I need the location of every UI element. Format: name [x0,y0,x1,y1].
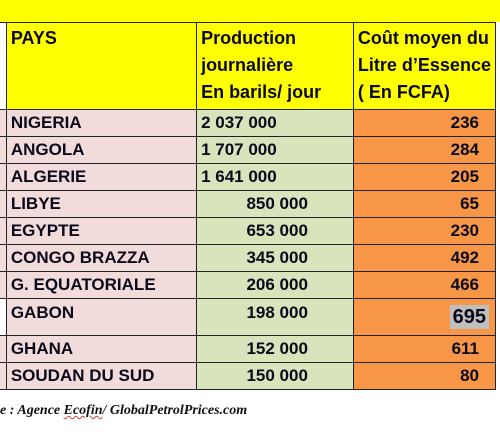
header-cout: Coût moyen du Litre d’Essence ( En FCFA) [352,22,497,110]
cell-pays: LIBYE [5,190,198,218]
cell-cout: 205 [352,163,497,191]
cell-cout: 236 [352,109,497,137]
cell-production: 206 000 [196,271,354,299]
cell-pays: G. EQUATORIALE [5,271,198,299]
header-top-band [0,0,500,22]
cell-production: 653 000 [196,217,354,245]
cell-pays: GABON [5,298,198,336]
source-suffix: / GlobalPetrolPrices.com [102,403,248,418]
header-production-line-3: En barils/ jour [201,82,322,102]
table-row: LIBYE 850 000 65 [0,190,497,218]
cell-cout: 466 [352,271,497,299]
cell-pays: ALGERIE [5,163,198,191]
source-ecofin: Ecofin [63,403,103,418]
cell-pays: GHANA [5,335,198,363]
header-production-line-1: Production [201,28,297,48]
cell-cout: 611 [352,335,497,363]
table-row: G. EQUATORIALE 206 000 466 [0,271,497,299]
cell-cout: 284 [352,136,497,164]
cell-pays: NIGERIA [5,109,198,137]
table-row: GHANA 152 000 611 [0,335,497,363]
highlighted-value: 695 [449,304,489,329]
table-row: ANGOLA 1 707 000 284 [0,136,497,164]
cell-cout: 80 [352,362,497,390]
header-cout-line-1: Coût moyen du [357,28,489,48]
cell-production: 850 000 [196,190,354,218]
header-row: PAYS Production journalière En barils/ j… [0,22,497,110]
cell-cout: 65 [352,190,497,218]
header-cout-line-2: Litre d’Essence [357,55,491,75]
cell-production: 152 000 [196,335,354,363]
header-pays: PAYS [5,22,198,110]
cell-pays: ANGOLA [5,136,198,164]
fuel-price-table: PAYS Production journalière En barils/ j… [0,22,497,390]
source-caption: e : Agence Ecofin/ GlobalPetrolPrices.co… [0,403,247,419]
cell-production: 1 641 000 [196,163,354,191]
cell-production: 1 707 000 [196,136,354,164]
cell-pays: CONGO BRAZZA [5,244,198,272]
cell-pays: SOUDAN DU SUD [5,362,198,390]
header-cout-line-3: ( En FCFA) [357,82,450,102]
cell-cout: 695 [352,298,497,336]
table-row: CONGO BRAZZA 345 000 492 [0,244,497,272]
table-row: EGYPTE 653 000 230 [0,217,497,245]
cell-production: 198 000 [196,298,354,336]
cell-production: 2 037 000 [196,109,354,137]
cell-cout: 492 [352,244,497,272]
table-row: ALGERIE 1 641 000 205 [0,163,497,191]
table-row: NIGERIA 2 037 000 236 [0,109,497,137]
header-production-line-2: journalière [201,55,294,75]
table-row: GABON 198 000 695 [0,298,497,336]
cell-production: 150 000 [196,362,354,390]
source-prefix: e : Agence [0,403,64,418]
header-production: Production journalière En barils/ jour [196,22,354,110]
table-row: SOUDAN DU SUD 150 000 80 [0,362,497,390]
cell-cout: 230 [352,217,497,245]
cell-pays: EGYPTE [5,217,198,245]
cell-production: 345 000 [196,244,354,272]
